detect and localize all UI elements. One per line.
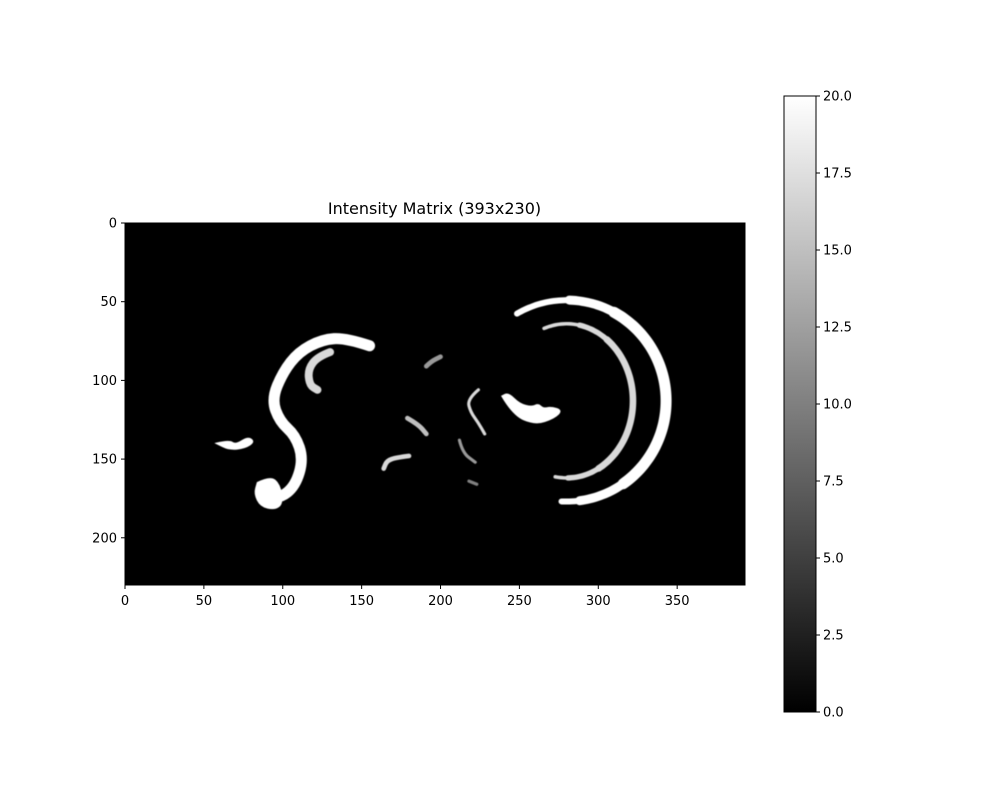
x-tick-label: 0 [121,594,129,609]
y-tick-label: 100 [92,374,117,389]
y-tick-label: 150 [92,453,117,468]
shape-outer-ring-band-2 [608,306,672,490]
colorbar-tick-label: 2.5 [823,629,844,644]
colorbar-tick-label: 7.5 [823,475,844,490]
shape-faint-speck [467,479,479,486]
x-tick-label: 200 [428,594,453,609]
heatmap-frame [124,222,746,586]
shape-short-hook [423,354,443,369]
colorbar-tick-label: 5.0 [823,552,844,567]
x-axis: 0 50 100 150 200 250 300 350 [121,585,690,609]
colorbar-tick-label: 0.0 [823,706,844,721]
x-tick-label: 350 [665,594,690,609]
y-tick-label: 0 [109,217,117,232]
colorbar: 0.0 2.5 5.0 7.5 10.0 12.5 15.0 17.5 20.0 [783,90,852,721]
chart-title: Intensity Matrix (393x230) [328,199,541,218]
shape-lower-loop [254,478,283,510]
colorbar-tick-label: 15.0 [823,244,852,259]
colorbar-tick-label: 10.0 [823,398,852,413]
heatmap-background [125,223,745,585]
x-tick-label: 150 [349,594,374,609]
x-tick-label: 100 [270,594,295,609]
shape-left-tick [214,437,254,450]
shape-jagged-stroke [467,388,487,436]
x-tick-label: 250 [507,594,532,609]
colorbar-tick-label: 20.0 [823,90,852,105]
shape-s-shaped-curve [261,333,376,503]
shape-short-diagonal [405,415,429,437]
colorbar-gradient [783,95,817,713]
shape-inner-ring-band-2 [595,336,637,472]
y-tick-label: 50 [100,295,117,310]
colorbar-axis: 0.0 2.5 5.0 7.5 10.0 12.5 15.0 17.5 20.0 [816,90,852,721]
heatmap-area [124,222,746,586]
shape-small-hook [304,348,335,394]
intensity-shapes [214,295,672,510]
x-tick-label: 50 [196,594,213,609]
shape-faint-arc [457,438,477,464]
x-tick-label: 300 [586,594,611,609]
y-tick-label: 200 [92,531,117,546]
y-axis: 0 50 100 150 200 [92,217,125,546]
shape-crescent [500,393,561,424]
colorbar-tick-label: 17.5 [823,167,852,182]
shape-small-arc [381,453,412,471]
colorbar-tick-label: 12.5 [823,321,852,336]
